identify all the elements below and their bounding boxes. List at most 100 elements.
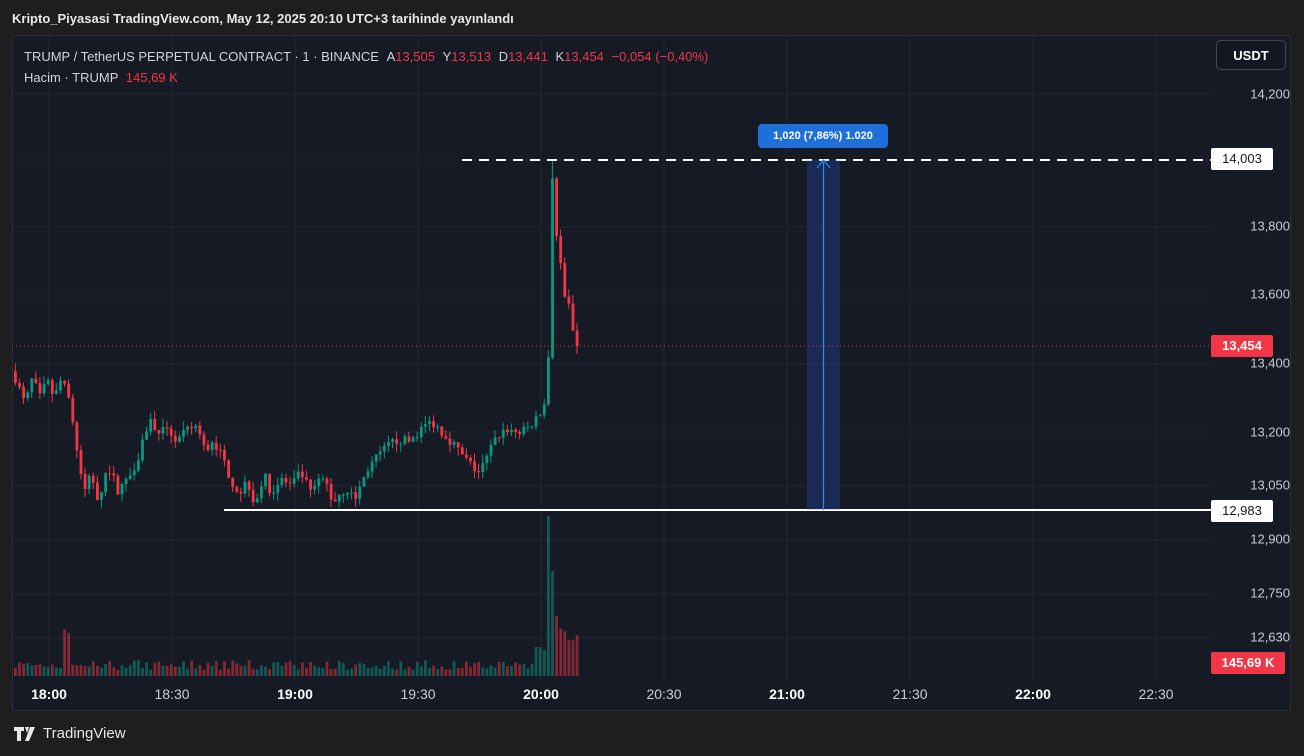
candle-body xyxy=(432,421,435,428)
volume-bar xyxy=(67,633,71,676)
volume-bar xyxy=(493,667,497,676)
candle-body xyxy=(374,454,378,462)
volume-bar xyxy=(202,669,206,676)
candle-body xyxy=(419,426,423,438)
candle-body xyxy=(247,481,251,490)
candle-body xyxy=(391,439,394,443)
candle-body xyxy=(436,426,440,428)
volume-bar xyxy=(120,665,124,676)
candle-body xyxy=(251,489,255,503)
candle-body xyxy=(161,427,165,434)
candle-body xyxy=(190,426,194,429)
volume-bar xyxy=(419,666,423,676)
candle-body xyxy=(219,449,222,451)
candle-body xyxy=(460,447,464,455)
candle-body xyxy=(563,263,567,297)
volume-bar xyxy=(55,667,58,676)
volume-bar xyxy=(22,663,25,676)
volume-label[interactable]: Hacim · TRUMP xyxy=(24,70,119,85)
currency-button[interactable]: USDT xyxy=(1216,40,1286,70)
low-line-price-tag[interactable]: 12,983 xyxy=(1211,500,1273,522)
candle-body xyxy=(465,454,468,458)
volume-bar xyxy=(547,516,550,676)
candle-body xyxy=(350,492,353,494)
candle-body xyxy=(202,434,206,445)
candle-body xyxy=(227,460,230,478)
volume-bar xyxy=(526,668,530,676)
candle-body xyxy=(518,431,522,435)
volume-bar xyxy=(555,616,558,676)
candle-body xyxy=(149,418,153,432)
chart-frame[interactable] xyxy=(12,35,1291,711)
volume-bar xyxy=(563,631,567,676)
volume-bar xyxy=(366,667,370,676)
volume-bar xyxy=(288,661,292,676)
volume-bar xyxy=(452,660,456,676)
candle-body xyxy=(296,471,300,479)
candle-body xyxy=(14,371,17,383)
candle-body xyxy=(559,235,563,263)
candle-body xyxy=(510,429,513,433)
volume-bar xyxy=(87,666,91,676)
candle-body xyxy=(358,486,362,499)
candle-body xyxy=(547,357,550,405)
close-value: 13,454 xyxy=(564,49,604,64)
volume-bar xyxy=(350,668,353,676)
candle-body xyxy=(444,435,448,439)
volume-bar xyxy=(264,666,267,676)
candle-body xyxy=(399,443,403,445)
candle-body xyxy=(342,494,345,496)
candle-body xyxy=(153,418,157,431)
candle-body xyxy=(542,404,546,416)
volume-bar xyxy=(190,660,194,676)
volume-bar xyxy=(268,669,271,676)
candle-body xyxy=(194,425,198,429)
volume-bar xyxy=(91,661,95,676)
candle-body xyxy=(305,477,308,480)
candle-body xyxy=(137,460,140,471)
volume-bar xyxy=(104,664,107,676)
volume-bar xyxy=(34,664,38,676)
price-tick: 14,200 xyxy=(1250,86,1290,102)
candle-body xyxy=(100,492,103,500)
candle-body xyxy=(128,475,132,480)
volume-bar xyxy=(333,668,337,676)
chart-grid xyxy=(12,36,1212,682)
candle-body xyxy=(538,415,542,417)
volume-bar xyxy=(444,669,448,676)
candle-body xyxy=(18,382,21,387)
volume-bar xyxy=(432,665,435,676)
high-line-price-tag[interactable]: 14,003 xyxy=(1211,148,1273,170)
volume-bar xyxy=(116,669,120,676)
measure-result-label[interactable]: 1,020 (7,86%) 1.020 xyxy=(758,124,888,148)
candle-body xyxy=(395,439,399,444)
volume-bar xyxy=(411,669,415,676)
volume-bar xyxy=(243,665,247,676)
volume-bar xyxy=(362,663,366,676)
volume-bar xyxy=(18,662,21,676)
volume-bar xyxy=(186,668,189,676)
volume-bar xyxy=(296,669,300,676)
volume-bar xyxy=(337,661,341,676)
price-axis[interactable]: 14,200 13,800 13,600 13,400 13,200 13,05… xyxy=(1212,36,1290,682)
candle-body xyxy=(59,380,62,391)
candle-body xyxy=(526,426,530,428)
volume-bar xyxy=(124,667,128,676)
tradingview-branding[interactable]: TradingView xyxy=(14,725,126,742)
volume-bar xyxy=(235,663,239,676)
time-tick: 19:30 xyxy=(400,686,436,702)
candle-body xyxy=(506,429,509,433)
candle-body xyxy=(370,461,374,472)
candle-body xyxy=(55,390,58,394)
candle-body xyxy=(87,475,91,490)
volume-bar xyxy=(83,666,87,676)
candle-body xyxy=(206,444,210,450)
symbol-title[interactable]: TRUMP / TetherUS PERPETUAL CONTRACT · 1 … xyxy=(24,49,379,64)
candle-body xyxy=(104,473,107,493)
candle-body xyxy=(346,493,349,495)
volume-bar xyxy=(460,668,464,676)
candle-body xyxy=(313,485,317,490)
candle-body xyxy=(481,463,485,473)
candle-body xyxy=(182,429,185,437)
